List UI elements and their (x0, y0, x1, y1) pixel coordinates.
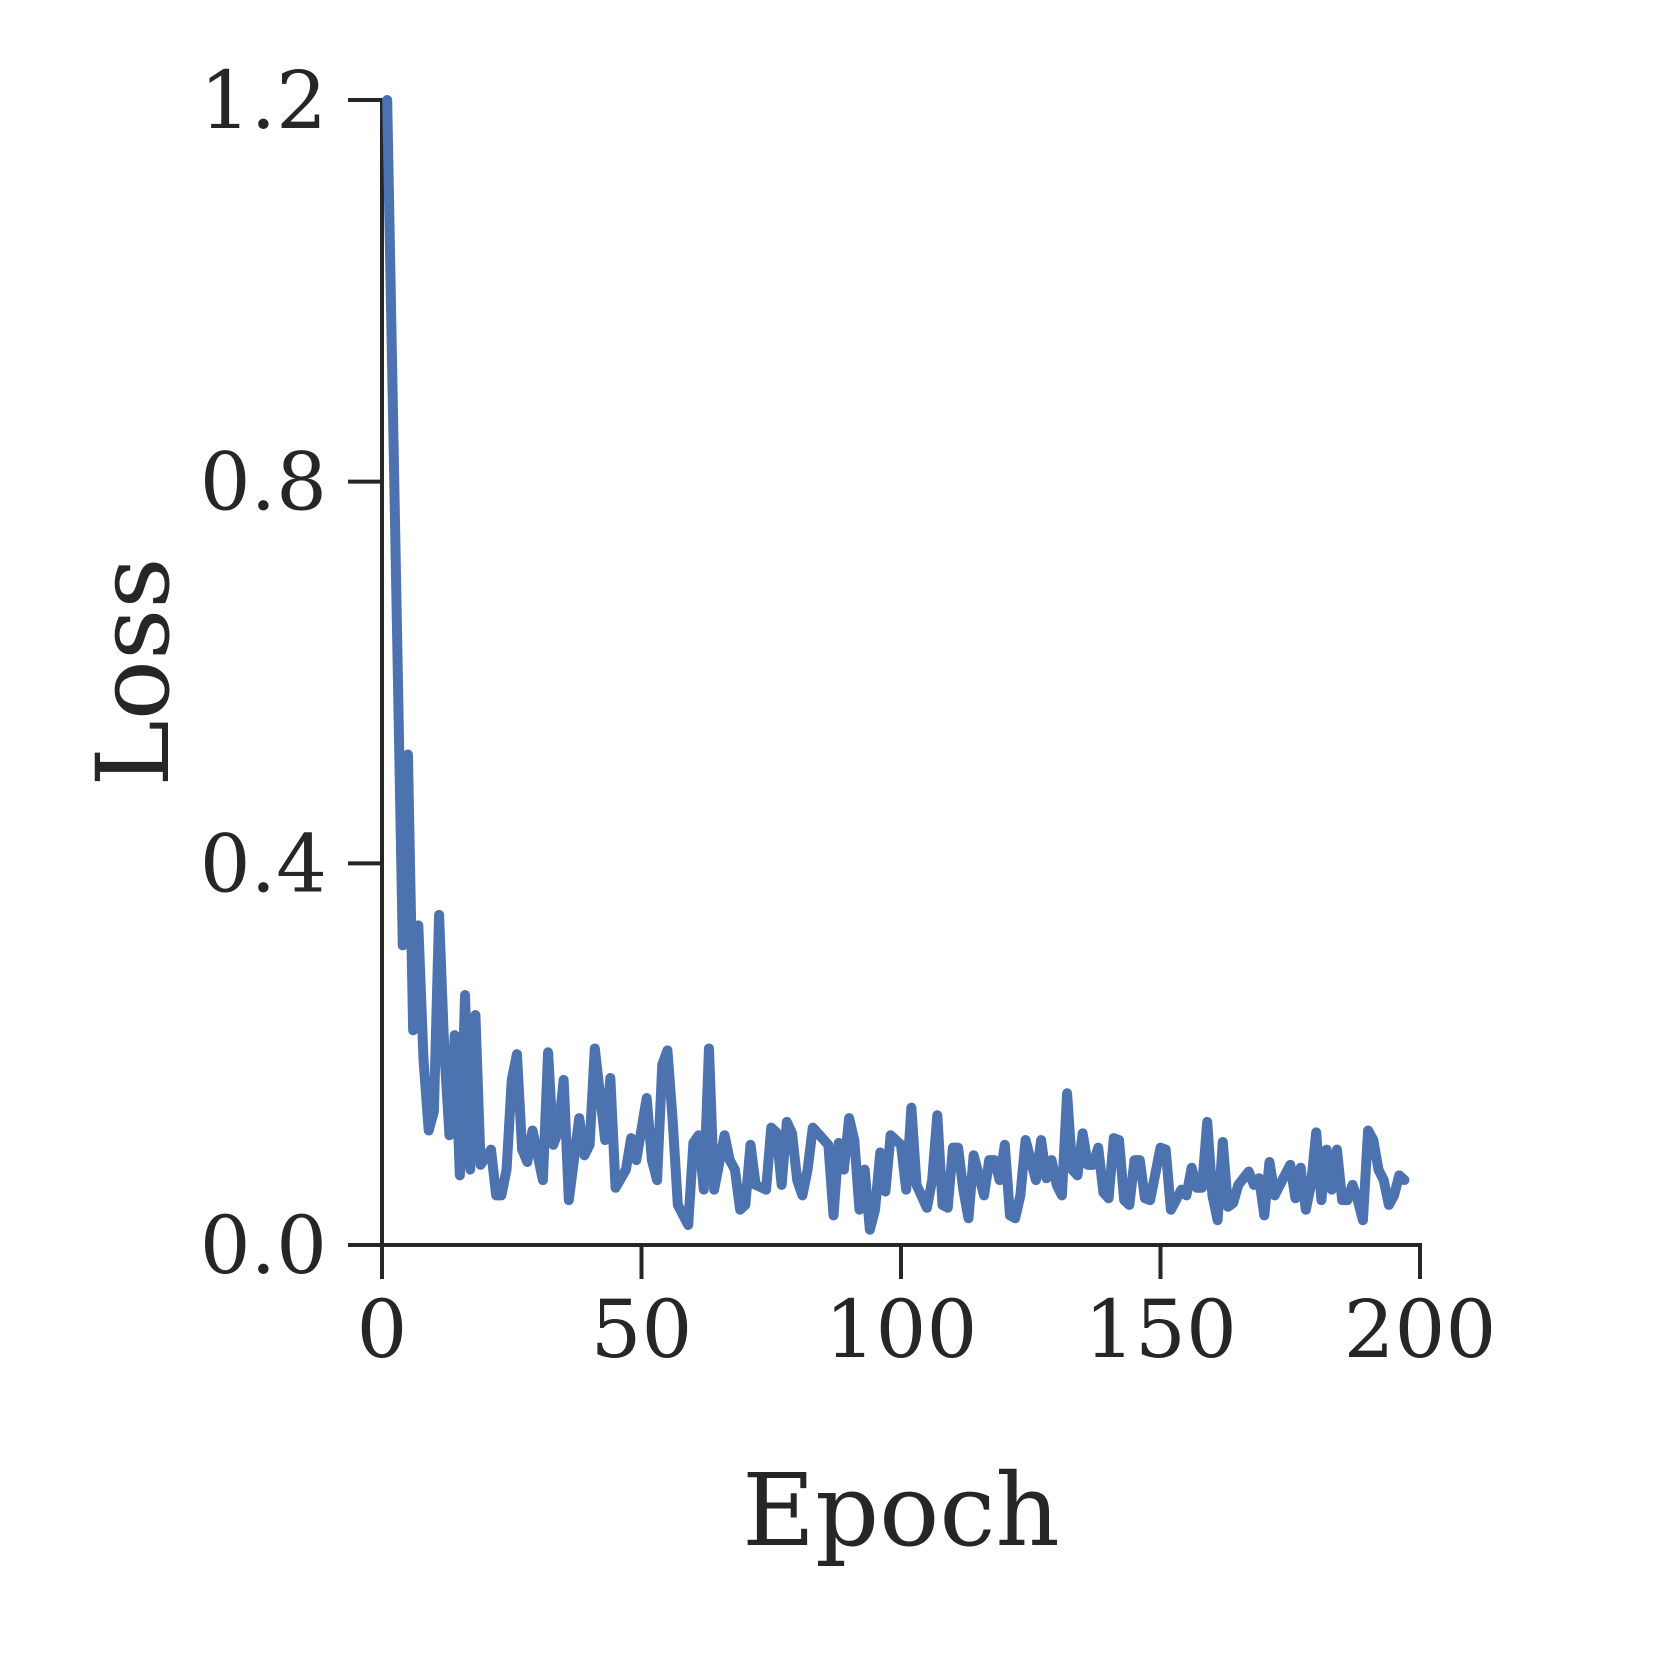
y-tick-label: 0.0 (200, 1199, 327, 1292)
y-tick-label: 1.2 (200, 54, 327, 147)
y-axis-label: Loss (75, 557, 192, 786)
loss-line (382, 95, 1410, 1235)
x-axis-label: Epoch (742, 1452, 1060, 1569)
x-tick-label: 100 (825, 1283, 978, 1376)
x-tick-label: 0 (357, 1283, 408, 1376)
y-tick-label: 0.8 (200, 436, 327, 529)
y-tick-label: 0.4 (200, 817, 327, 910)
x-tick-label: 150 (1084, 1283, 1237, 1376)
x-tick-label: 200 (1344, 1283, 1497, 1376)
x-tick-label: 50 (591, 1283, 693, 1376)
